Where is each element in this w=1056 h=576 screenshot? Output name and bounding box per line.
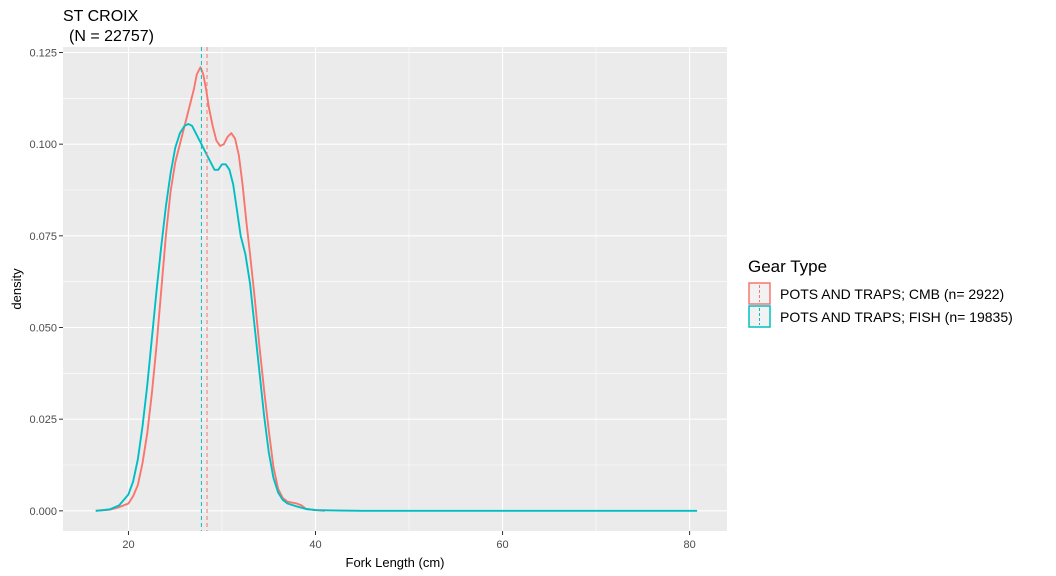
density-line [95, 123, 698, 512]
legend-title: Gear Type [748, 257, 827, 276]
y-tick-label: 0.125 [29, 48, 57, 60]
chart-subtitle: (N = 22757) [69, 28, 154, 45]
x-tick-label: 80 [683, 539, 695, 551]
x-tick-label: 20 [122, 539, 134, 551]
x-tick-label: 60 [496, 539, 508, 551]
y-tick-label: 0.075 [29, 231, 57, 243]
y-tick-label: 0.050 [29, 323, 57, 335]
legend-label: POTS AND TRAPS; CMB (n= 2922) [780, 286, 1004, 302]
legend-label: POTS AND TRAPS; FISH (n= 19835) [780, 309, 1013, 325]
y-tick-label: 0.025 [29, 414, 57, 426]
x-axis: 20 40 60 80 [122, 531, 696, 551]
grid-minor [63, 47, 727, 531]
x-axis-title: Fork Length (cm) [346, 555, 445, 570]
y-tick-label: 0.000 [29, 506, 57, 518]
legend-key [748, 305, 771, 328]
density-line [95, 66, 325, 512]
mean-lines [200, 47, 208, 531]
plot-panel [63, 47, 727, 531]
density-curves [95, 66, 698, 512]
chart-title: ST CROIX [63, 8, 139, 25]
y-axis-title: density [9, 268, 24, 310]
legend: Gear Type POTS AND TRAPS; CMB (n= 2922) P… [748, 257, 1013, 328]
y-tick-label: 0.100 [29, 139, 57, 151]
y-axis: 0.000 0.025 0.050 0.075 0.100 0.125 [29, 48, 63, 518]
x-tick-label: 40 [309, 539, 321, 551]
legend-key [748, 282, 771, 305]
